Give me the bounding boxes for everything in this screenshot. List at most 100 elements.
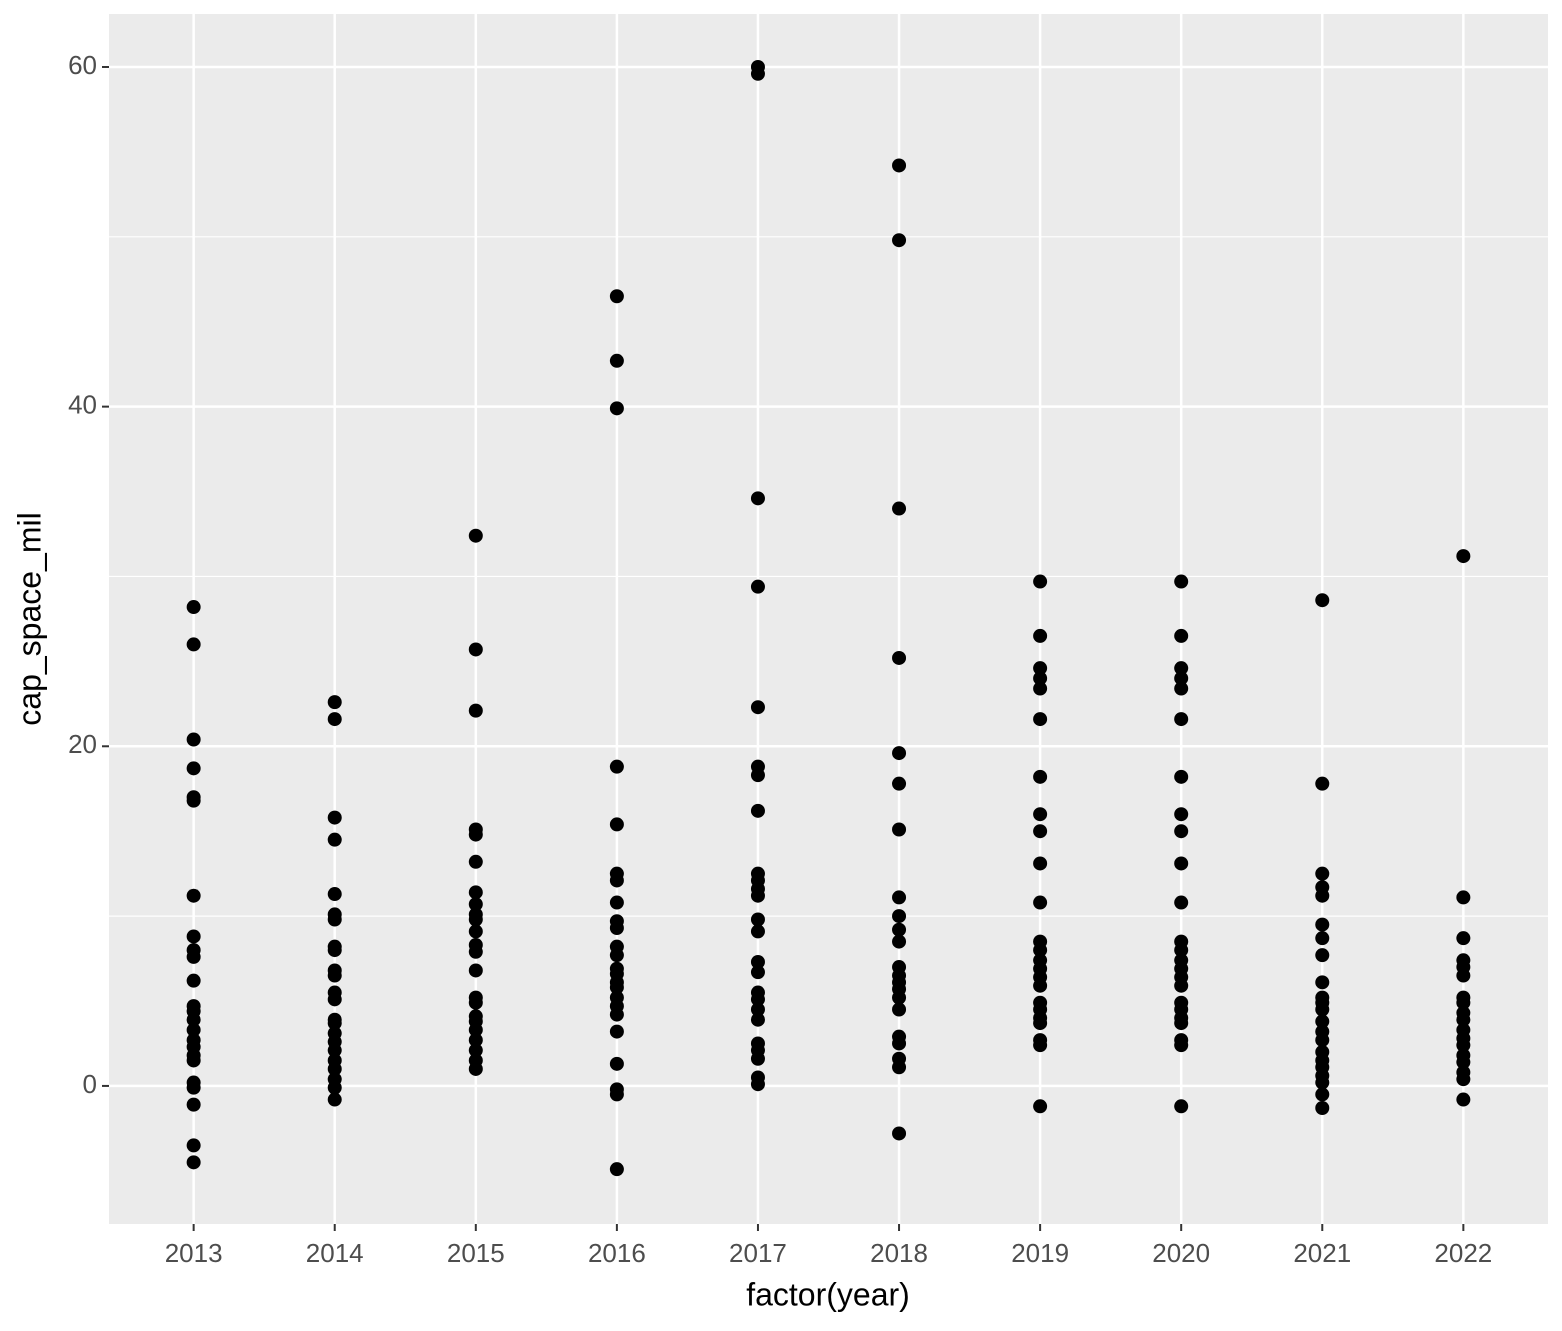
point bbox=[892, 990, 907, 1005]
point bbox=[186, 761, 201, 776]
point bbox=[1456, 931, 1471, 946]
point bbox=[1456, 1092, 1471, 1107]
point bbox=[1033, 856, 1048, 871]
point bbox=[1315, 931, 1330, 946]
point bbox=[186, 1155, 201, 1170]
point bbox=[609, 1162, 624, 1177]
y-tick-label: 40 bbox=[68, 390, 97, 420]
point bbox=[1174, 856, 1189, 871]
point bbox=[892, 909, 907, 924]
point bbox=[1033, 661, 1048, 676]
point bbox=[892, 822, 907, 837]
point bbox=[186, 637, 201, 652]
point bbox=[186, 1080, 201, 1095]
point bbox=[1033, 1038, 1048, 1053]
point bbox=[609, 1056, 624, 1071]
point bbox=[1315, 1033, 1330, 1048]
point bbox=[609, 401, 624, 416]
x-tick-label: 2018 bbox=[870, 1238, 928, 1268]
point bbox=[1315, 917, 1330, 932]
point bbox=[1033, 807, 1048, 822]
point bbox=[327, 810, 342, 825]
x-tick-label: 2015 bbox=[447, 1238, 505, 1268]
point bbox=[750, 1012, 765, 1027]
point bbox=[750, 1002, 765, 1017]
point bbox=[892, 1002, 907, 1017]
point bbox=[468, 1061, 483, 1076]
point bbox=[1174, 1016, 1189, 1031]
x-tick-label: 2022 bbox=[1434, 1238, 1492, 1268]
point bbox=[892, 934, 907, 949]
point bbox=[1456, 890, 1471, 905]
point bbox=[1033, 1099, 1048, 1114]
point bbox=[186, 732, 201, 747]
point bbox=[892, 1036, 907, 1051]
point bbox=[609, 895, 624, 910]
point bbox=[327, 1092, 342, 1107]
point bbox=[186, 1022, 201, 1037]
point bbox=[750, 992, 765, 1007]
point bbox=[750, 888, 765, 903]
point bbox=[1315, 866, 1330, 881]
point bbox=[186, 929, 201, 944]
point bbox=[609, 948, 624, 963]
point bbox=[1456, 995, 1471, 1010]
point bbox=[609, 1087, 624, 1102]
point bbox=[327, 712, 342, 727]
point bbox=[892, 1060, 907, 1075]
point bbox=[186, 600, 201, 615]
point bbox=[1456, 1055, 1471, 1070]
point bbox=[750, 579, 765, 594]
point bbox=[609, 759, 624, 774]
point bbox=[327, 1043, 342, 1058]
x-tick-label: 2019 bbox=[1011, 1238, 1069, 1268]
point bbox=[1033, 628, 1048, 643]
point bbox=[1456, 1012, 1471, 1027]
y-tick-label: 0 bbox=[83, 1069, 97, 1099]
point bbox=[1033, 943, 1048, 958]
point bbox=[327, 992, 342, 1007]
point bbox=[1174, 978, 1189, 993]
x-tick-label: 2017 bbox=[729, 1238, 787, 1268]
point bbox=[1315, 888, 1330, 903]
point bbox=[1174, 807, 1189, 822]
point bbox=[186, 1053, 201, 1068]
point bbox=[186, 793, 201, 808]
point bbox=[750, 491, 765, 506]
point bbox=[750, 1077, 765, 1092]
point bbox=[1174, 712, 1189, 727]
point bbox=[468, 1043, 483, 1058]
point bbox=[1456, 1038, 1471, 1053]
point bbox=[327, 887, 342, 902]
point bbox=[892, 1126, 907, 1141]
point bbox=[1174, 895, 1189, 910]
point bbox=[1174, 943, 1189, 958]
point bbox=[609, 817, 624, 832]
point bbox=[1033, 824, 1048, 839]
point bbox=[750, 700, 765, 715]
point bbox=[1174, 681, 1189, 696]
point bbox=[750, 924, 765, 939]
point bbox=[468, 912, 483, 927]
point bbox=[1174, 1099, 1189, 1114]
point bbox=[1174, 661, 1189, 676]
point bbox=[609, 1007, 624, 1022]
point bbox=[1174, 824, 1189, 839]
point bbox=[468, 1033, 483, 1048]
point bbox=[609, 920, 624, 935]
point bbox=[892, 501, 907, 516]
point bbox=[468, 528, 483, 543]
point bbox=[186, 888, 201, 903]
point bbox=[750, 66, 765, 81]
point bbox=[1033, 712, 1048, 727]
point bbox=[468, 885, 483, 900]
point bbox=[468, 1022, 483, 1037]
point bbox=[892, 776, 907, 791]
point bbox=[1315, 975, 1330, 990]
point bbox=[609, 289, 624, 304]
point bbox=[1033, 978, 1048, 993]
point bbox=[750, 1051, 765, 1066]
point bbox=[468, 703, 483, 718]
